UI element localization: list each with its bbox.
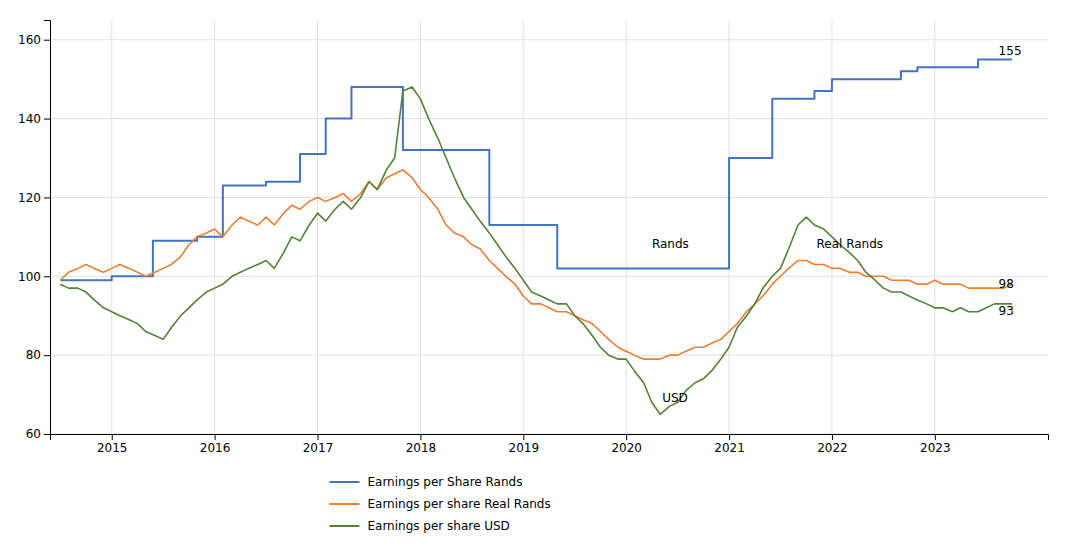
tick-mark bbox=[44, 40, 50, 41]
tick: 2023 bbox=[920, 434, 951, 455]
tick: 2020 bbox=[611, 434, 642, 455]
legend-label: Earnings per share Real Rands bbox=[367, 497, 550, 511]
annotation: 93 bbox=[999, 304, 1014, 318]
grid-line bbox=[50, 355, 1048, 356]
legend-item: Earnings per share USD bbox=[329, 519, 509, 533]
tick: 2017 bbox=[303, 434, 334, 455]
axis-line bbox=[44, 21, 51, 435]
tick-label: 2021 bbox=[714, 441, 745, 455]
annotation: Rands bbox=[652, 237, 689, 251]
series-group bbox=[60, 59, 1012, 414]
grid-line bbox=[934, 20, 935, 434]
annotation: Real Rands bbox=[817, 237, 884, 251]
tick-label: 100 bbox=[18, 270, 41, 284]
grid-line bbox=[111, 20, 112, 434]
tick-mark bbox=[318, 434, 319, 440]
tick-mark bbox=[44, 434, 50, 435]
tick: 2021 bbox=[714, 434, 745, 455]
grid-line bbox=[50, 39, 1048, 40]
tick-label: 2017 bbox=[303, 441, 334, 455]
tick: 2016 bbox=[200, 434, 231, 455]
grid-line bbox=[50, 118, 1048, 119]
grid-line bbox=[523, 20, 524, 434]
legend-label: Earnings per Share Rands bbox=[367, 475, 522, 489]
tick-mark bbox=[832, 434, 833, 440]
tick: 60 bbox=[26, 427, 50, 441]
tick-label: 2023 bbox=[920, 441, 951, 455]
tick: 160 bbox=[18, 33, 50, 47]
grid-line bbox=[50, 276, 1048, 277]
legend-swatch bbox=[329, 481, 359, 483]
tick: 2022 bbox=[817, 434, 848, 455]
annotation: 155 bbox=[999, 44, 1022, 58]
plot: 2015 2016 2017 2018 2019 2020 2021 2022 2023 60 80… bbox=[18, 20, 1048, 455]
tick: 2018 bbox=[406, 434, 437, 455]
tick-label: 2022 bbox=[817, 441, 848, 455]
tick-label: 2016 bbox=[200, 441, 231, 455]
tick-label: 2019 bbox=[509, 441, 540, 455]
tick: 140 bbox=[18, 112, 50, 126]
tick-label: 2020 bbox=[611, 441, 642, 455]
legend-swatch bbox=[329, 525, 359, 527]
legend-swatch bbox=[329, 503, 359, 505]
annotation: USD bbox=[662, 391, 688, 405]
legend-item: Earnings per share Real Rands bbox=[329, 497, 550, 511]
tick: 80 bbox=[26, 348, 50, 362]
series-line bbox=[60, 59, 1012, 280]
legend-item: Earnings per Share Rands bbox=[329, 475, 522, 489]
tick: 2019 bbox=[509, 434, 540, 455]
tick-label: 140 bbox=[18, 112, 41, 126]
tick-mark bbox=[935, 434, 936, 440]
series-line bbox=[60, 170, 1012, 359]
axis-line bbox=[51, 435, 1049, 441]
chart: 2015 2016 2017 2018 2019 2020 2021 2022 2023 60 80… bbox=[0, 0, 1088, 550]
tick-label: 120 bbox=[18, 191, 41, 205]
tick-mark bbox=[215, 434, 216, 440]
grid-line bbox=[626, 20, 627, 434]
grid bbox=[50, 20, 1048, 434]
tick-label: 60 bbox=[26, 427, 41, 441]
tick-mark bbox=[44, 355, 50, 356]
tick-mark bbox=[44, 119, 50, 120]
grid-line bbox=[214, 20, 215, 434]
tick-mark bbox=[420, 434, 421, 440]
annotations: Rands Real Rands USD 155 98 93 bbox=[652, 44, 1022, 405]
tick-mark bbox=[112, 434, 113, 440]
grid-line bbox=[50, 197, 1048, 198]
grid-line bbox=[317, 20, 318, 434]
tick-mark bbox=[523, 434, 524, 440]
series-line bbox=[60, 87, 1012, 414]
tick-label: 160 bbox=[18, 33, 41, 47]
annotation: 98 bbox=[999, 277, 1014, 291]
tick-label: 80 bbox=[26, 348, 41, 362]
x-axis: 2015 2016 2017 2018 2019 2020 2021 2022 2023 bbox=[51, 434, 1049, 455]
tick-mark bbox=[44, 197, 50, 198]
tick-mark bbox=[44, 276, 50, 277]
y-axis: 60 80 100 120 140 160 bbox=[18, 21, 50, 442]
tick: 100 bbox=[18, 270, 50, 284]
tick: 120 bbox=[18, 191, 50, 205]
legend-label: Earnings per share USD bbox=[367, 519, 509, 533]
legend: Earnings per Share Rands Earnings per sha… bbox=[329, 475, 550, 533]
tick: 2015 bbox=[97, 434, 128, 455]
tick-mark bbox=[626, 434, 627, 440]
grid-line bbox=[420, 20, 421, 434]
tick-label: 2015 bbox=[97, 441, 128, 455]
tick-mark bbox=[729, 434, 730, 440]
tick-label: 2018 bbox=[406, 441, 437, 455]
